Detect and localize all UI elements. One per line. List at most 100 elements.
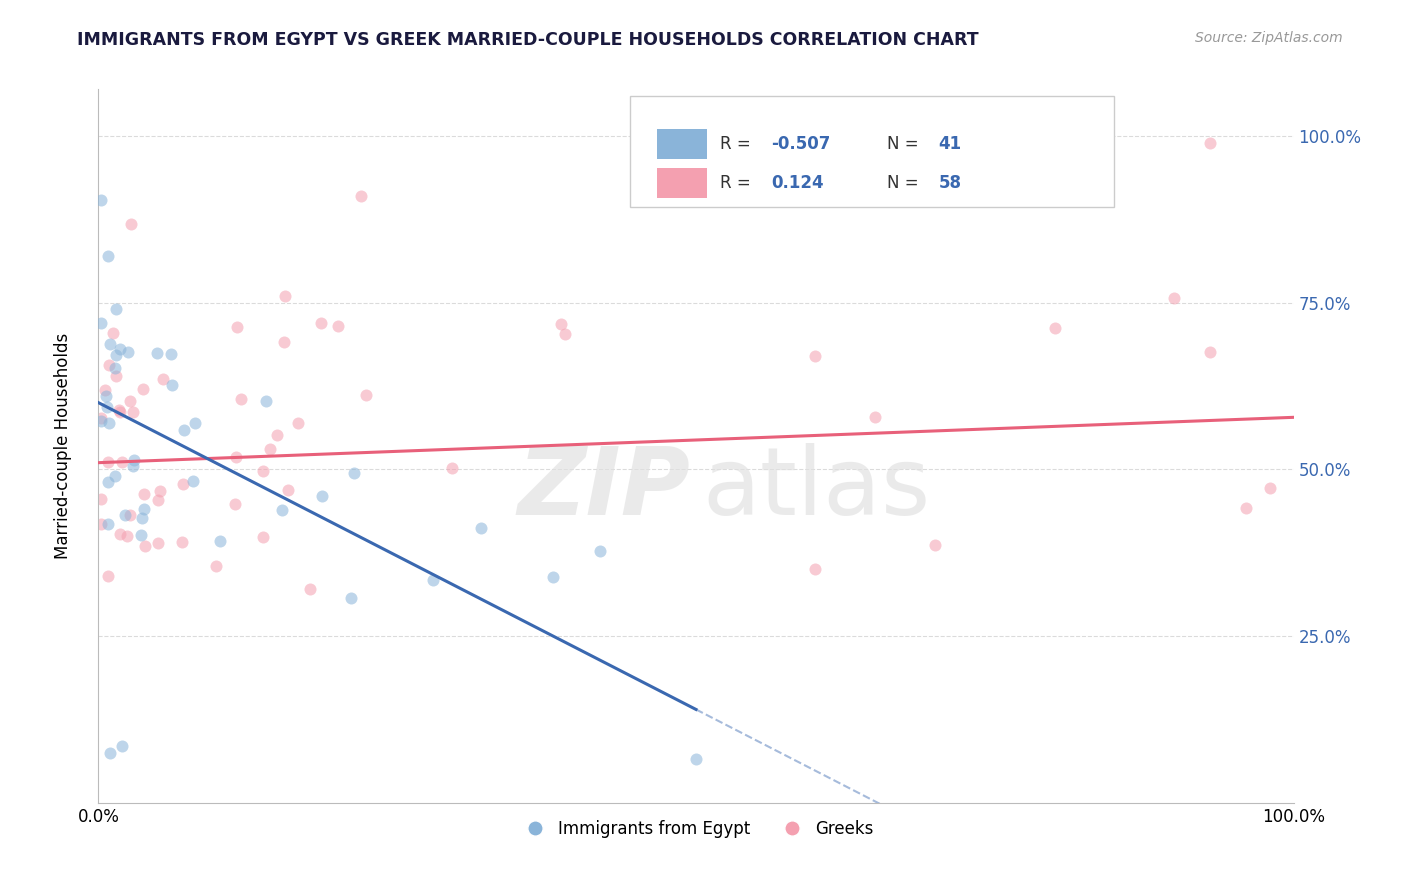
Point xyxy=(98,336,121,351)
Point xyxy=(865,409,887,424)
Point xyxy=(1199,345,1222,359)
Point xyxy=(254,394,277,409)
Text: Married-couple Households: Married-couple Households xyxy=(55,333,72,559)
Text: 0.124: 0.124 xyxy=(772,175,824,193)
Point xyxy=(104,348,127,362)
Legend: Immigrants from Egypt, Greeks: Immigrants from Egypt, Greeks xyxy=(512,814,880,845)
Point xyxy=(146,345,169,359)
Point xyxy=(90,414,112,428)
Point xyxy=(1199,136,1222,150)
Point xyxy=(152,371,174,385)
Point xyxy=(225,450,247,464)
Point xyxy=(224,497,246,511)
Point xyxy=(104,368,127,383)
Point xyxy=(90,517,112,532)
Point xyxy=(97,516,120,531)
Point xyxy=(924,537,946,551)
Point xyxy=(149,483,172,498)
Text: atlas: atlas xyxy=(702,442,931,535)
Point xyxy=(115,529,138,543)
Point xyxy=(343,466,366,480)
Point xyxy=(146,492,169,507)
Text: N =: N = xyxy=(887,136,924,153)
Point xyxy=(108,403,131,417)
Point xyxy=(132,501,155,516)
Point xyxy=(1258,481,1281,495)
Point xyxy=(311,489,333,503)
Point xyxy=(183,417,205,431)
Point xyxy=(117,345,139,359)
Point xyxy=(90,316,112,330)
Point xyxy=(554,326,576,341)
Point xyxy=(120,393,142,408)
Point xyxy=(114,508,136,523)
Point xyxy=(96,401,118,415)
Point xyxy=(134,539,156,553)
Point xyxy=(277,483,299,497)
Point xyxy=(225,320,247,334)
Point xyxy=(98,417,121,431)
Point xyxy=(589,543,612,558)
Point xyxy=(132,487,155,501)
Point xyxy=(90,411,112,425)
Point xyxy=(685,752,707,766)
Point xyxy=(287,417,309,431)
Point xyxy=(1234,501,1257,516)
Point xyxy=(98,358,121,372)
Point xyxy=(120,218,142,232)
Point xyxy=(172,476,194,491)
Text: -0.507: -0.507 xyxy=(772,136,831,153)
Point xyxy=(229,392,252,407)
Point xyxy=(90,193,112,207)
Point xyxy=(97,569,120,583)
FancyBboxPatch shape xyxy=(657,129,707,159)
Point xyxy=(252,530,274,544)
Point xyxy=(441,461,464,475)
Point xyxy=(205,558,228,573)
Point xyxy=(108,405,131,419)
Point xyxy=(804,349,827,363)
Point xyxy=(259,442,281,456)
Point xyxy=(111,739,134,753)
Text: 58: 58 xyxy=(939,175,962,193)
FancyBboxPatch shape xyxy=(657,169,707,198)
Point xyxy=(550,317,572,331)
Point xyxy=(299,582,322,596)
Point xyxy=(101,326,124,340)
Point xyxy=(97,475,120,489)
Point xyxy=(252,465,274,479)
Point xyxy=(326,319,349,334)
Text: R =: R = xyxy=(720,175,756,193)
Point xyxy=(274,289,297,303)
Text: ZIP: ZIP xyxy=(517,442,690,535)
Point xyxy=(105,302,128,317)
Point xyxy=(122,405,145,419)
Point xyxy=(110,342,132,356)
Point xyxy=(173,424,195,438)
Point xyxy=(97,455,120,469)
Text: Source: ZipAtlas.com: Source: ZipAtlas.com xyxy=(1195,31,1343,45)
Point xyxy=(160,378,183,392)
Point xyxy=(350,189,373,203)
Point xyxy=(1163,291,1185,305)
Point xyxy=(122,453,145,467)
Point xyxy=(122,459,145,474)
Point xyxy=(266,427,288,442)
Point xyxy=(181,474,204,488)
Point xyxy=(804,562,827,576)
Point xyxy=(94,389,117,403)
Point xyxy=(354,388,377,402)
Point xyxy=(131,528,153,542)
Text: R =: R = xyxy=(720,136,756,153)
Text: IMMIGRANTS FROM EGYPT VS GREEK MARRIED-COUPLE HOUSEHOLDS CORRELATION CHART: IMMIGRANTS FROM EGYPT VS GREEK MARRIED-C… xyxy=(77,31,979,49)
Point xyxy=(172,534,194,549)
Point xyxy=(104,468,127,483)
Point xyxy=(104,361,127,376)
Point xyxy=(270,502,292,516)
Point xyxy=(148,536,170,550)
Point xyxy=(340,591,363,606)
Point xyxy=(108,527,131,541)
Point xyxy=(309,316,332,330)
Point xyxy=(1043,321,1066,335)
Point xyxy=(94,383,117,397)
